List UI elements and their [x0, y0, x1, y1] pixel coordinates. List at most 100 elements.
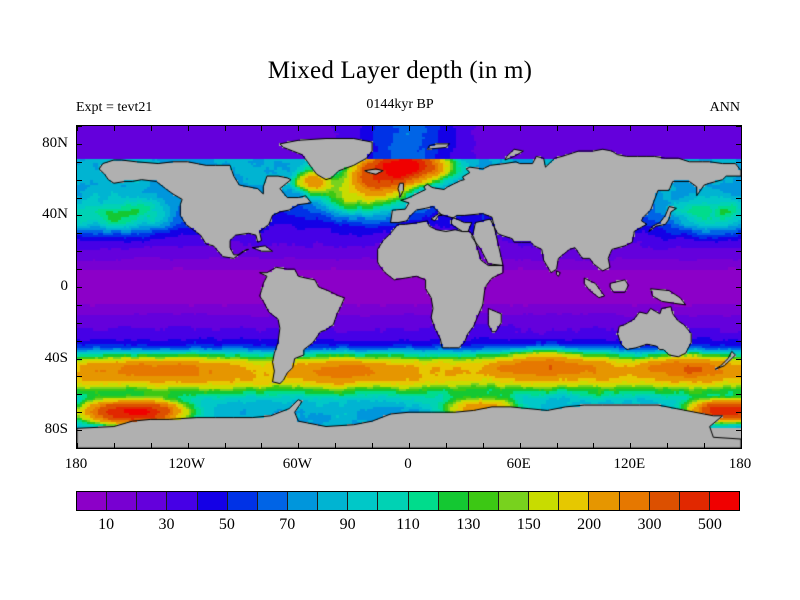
axis-tick [446, 126, 447, 131]
axis-tick [736, 144, 741, 145]
axis-tick [736, 126, 741, 127]
axis-tick [557, 443, 558, 448]
colorbar-swatch [378, 492, 409, 510]
y-axis-tick-label: 80S [44, 421, 68, 438]
colorbar-swatch [227, 492, 258, 510]
axis-tick [409, 443, 410, 448]
colorbar-tick-label: 10 [98, 516, 115, 533]
colorbar-swatch [529, 492, 560, 510]
axis-tick [77, 359, 82, 360]
axis-tick [409, 126, 410, 131]
colorbar-swatch [77, 492, 108, 510]
axis-tick [736, 180, 741, 181]
axis-tick [736, 162, 741, 163]
axis-tick [335, 126, 336, 131]
colorbar-tick-label: 70 [279, 516, 296, 533]
axis-tick [188, 126, 189, 131]
axis-tick [736, 448, 741, 449]
axis-tick [77, 443, 78, 448]
axis-tick [151, 126, 152, 131]
axis-tick [77, 180, 82, 181]
colorbar-tick-label: 90 [339, 516, 356, 533]
colorbar-tick-label: 300 [637, 516, 662, 533]
axis-tick [77, 341, 82, 342]
mixed-layer-depth-map [77, 126, 741, 448]
x-axis-tick-label: 180 [64, 456, 88, 472]
colorbar-tick-label: 30 [158, 516, 175, 533]
axis-tick [372, 126, 373, 131]
axis-tick [261, 443, 262, 448]
axis-tick [557, 126, 558, 131]
axis-tick [736, 430, 741, 431]
axis-tick [667, 443, 668, 448]
axis-tick [225, 443, 226, 448]
colorbar-swatch [468, 492, 499, 510]
colorbar-swatch [709, 492, 740, 510]
colorbar-tick-label: 130 [456, 516, 481, 533]
axis-tick [77, 126, 78, 131]
y-axis-tick-label: 0 [60, 278, 69, 294]
axis-tick [77, 305, 82, 306]
colorbar-swatches [76, 491, 740, 511]
axis-tick [225, 126, 226, 131]
axis-tick [77, 251, 82, 252]
axis-tick [483, 126, 484, 131]
colorbar-tick-label: 500 [697, 516, 722, 533]
colorbar-swatch [257, 492, 288, 510]
axis-tick [736, 251, 741, 252]
colorbar-swatch [137, 492, 168, 510]
colorbar-tick-label: 150 [516, 516, 541, 533]
axis-tick [736, 394, 741, 395]
colorbar-swatch [498, 492, 530, 510]
axis-tick [77, 323, 82, 324]
axis-tick [77, 162, 82, 163]
x-axis-tick-label: 60W [282, 456, 312, 472]
x-axis-tick-label: 180 [728, 456, 752, 472]
axis-tick [298, 126, 299, 131]
experiment-label: Expt = tevt21 [76, 100, 153, 115]
axis-tick [736, 359, 741, 360]
colorbar-tick-label: 200 [577, 516, 602, 533]
axis-tick [704, 126, 705, 131]
colorbar-swatch [408, 492, 439, 510]
axis-tick [77, 126, 82, 127]
colorbar-swatch [348, 492, 379, 510]
colorbar-swatch [649, 492, 680, 510]
axis-tick [593, 443, 594, 448]
season-label: ANN [709, 100, 740, 115]
axis-tick [298, 443, 299, 448]
axis-tick [736, 198, 741, 199]
colorbar-swatch [559, 492, 590, 510]
colorbar [76, 491, 740, 511]
y-axis-tick-label: 80N [42, 134, 68, 151]
axis-tick [77, 215, 82, 216]
axis-tick [520, 126, 521, 131]
period-label: 0144kyr BP [366, 97, 434, 112]
axis-tick [77, 412, 82, 413]
x-axis-tick-label: 60E [506, 456, 531, 472]
colorbar-tick-label: 50 [218, 516, 235, 533]
axis-tick [188, 443, 189, 448]
axis-tick [704, 443, 705, 448]
axis-tick [736, 412, 741, 413]
colorbar-swatch [107, 492, 138, 510]
colorbar-swatch [197, 492, 228, 510]
axis-tick [520, 443, 521, 448]
axis-tick [77, 430, 82, 431]
colorbar-swatch [318, 492, 349, 510]
axis-tick [741, 443, 742, 448]
colorbar-swatch [438, 492, 469, 510]
axis-tick [77, 269, 82, 270]
axis-tick [741, 126, 742, 131]
axis-tick [151, 443, 152, 448]
axis-tick [736, 269, 741, 270]
colorbar-swatch [679, 492, 710, 510]
axis-tick [736, 341, 741, 342]
axis-tick [77, 448, 82, 449]
colorbar-swatch [589, 492, 620, 510]
axis-tick [736, 305, 741, 306]
axis-tick [736, 215, 741, 216]
axis-tick [736, 323, 741, 324]
colorbar-swatch [619, 492, 650, 510]
